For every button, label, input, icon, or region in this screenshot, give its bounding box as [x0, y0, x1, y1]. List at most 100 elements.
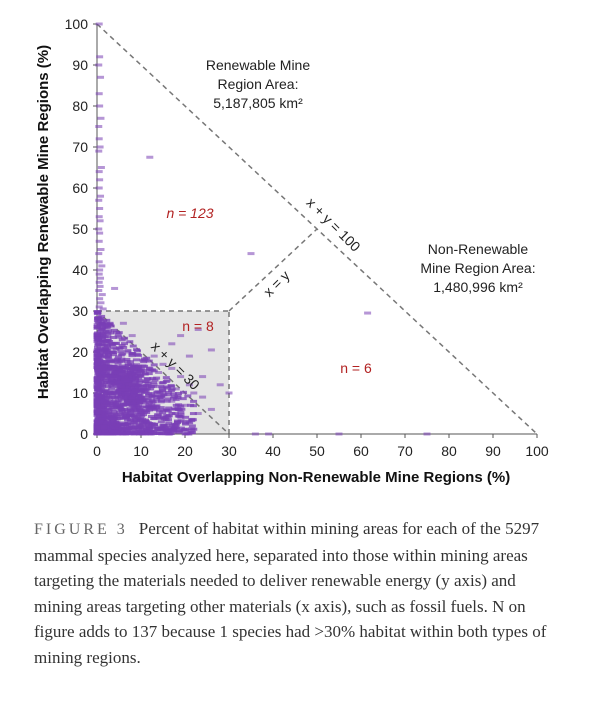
cluster-point: [120, 396, 128, 400]
cluster-point: [130, 368, 138, 372]
cluster-point: [150, 430, 158, 434]
data-point: [207, 348, 215, 352]
cluster-point: [190, 427, 198, 431]
cluster-point: [164, 393, 172, 397]
cluster-point: [93, 421, 101, 425]
y-tick-label: 40: [72, 262, 88, 278]
cluster-point: [128, 376, 136, 380]
cluster-point: [118, 338, 126, 342]
cluster-point: [177, 426, 185, 430]
cluster-point: [150, 363, 158, 367]
line-label-x-plus-y-100: x + y = 100: [303, 194, 363, 254]
data-point: [199, 395, 207, 399]
cluster-point: [124, 392, 132, 396]
line-label-x-equals-y: x = y: [260, 267, 293, 300]
cluster-point: [136, 418, 144, 422]
cluster-point: [126, 340, 134, 344]
cluster-point: [136, 408, 144, 412]
cluster-point: [113, 403, 121, 407]
cluster-point: [163, 399, 171, 403]
cluster-point: [137, 416, 145, 420]
data-point: [95, 137, 103, 141]
cluster-point: [136, 380, 144, 384]
cluster-point: [136, 411, 144, 415]
cluster-point: [101, 400, 109, 404]
cluster-point: [138, 405, 146, 409]
scatter-chart: 0 10 20 30 40 50 60 70 80 90 100 0 10 20 30 40 50 60 70 80 9…: [35, 16, 549, 486]
cluster-point: [103, 367, 111, 371]
cluster-point: [104, 329, 112, 333]
data-point: [97, 248, 105, 251]
data-point: [95, 239, 103, 243]
y-tick-label: 90: [72, 57, 88, 73]
data-point: [96, 219, 104, 223]
cluster-point: [177, 404, 185, 408]
data-point: [216, 383, 224, 387]
cluster-point: [131, 374, 139, 378]
cluster-point: [145, 393, 153, 397]
data-point: [96, 268, 104, 272]
cluster-point: [114, 395, 122, 399]
cluster-point: [99, 416, 107, 420]
cluster-point: [168, 384, 176, 388]
dense-point-cluster: [93, 310, 198, 436]
cluster-point: [113, 341, 121, 345]
cluster-point: [150, 369, 158, 373]
cluster-point: [158, 388, 166, 392]
cluster-point: [114, 333, 122, 337]
cluster-point: [125, 425, 133, 429]
cluster-point: [97, 328, 105, 332]
cluster-point: [108, 432, 116, 436]
cluster-point: [99, 326, 107, 330]
data-point: [335, 432, 343, 436]
cluster-point: [147, 423, 155, 427]
renewable-area-label-line3: 5,187,805 km²: [213, 95, 303, 111]
cluster-point: [118, 385, 126, 389]
x-tick-label: 50: [309, 443, 325, 459]
cluster-point: [105, 396, 113, 400]
data-point: [97, 194, 105, 198]
cluster-point: [160, 417, 168, 421]
cluster-point: [109, 418, 117, 422]
cluster-point: [141, 401, 149, 405]
cluster-point: [93, 376, 101, 380]
cluster-point: [93, 310, 101, 314]
cluster-point: [171, 422, 179, 426]
data-point: [150, 354, 158, 358]
cluster-point: [109, 374, 117, 378]
data-point: [96, 55, 104, 59]
cluster-point: [110, 391, 118, 395]
data-point: [177, 420, 185, 424]
cluster-point: [162, 376, 170, 380]
cluster-point: [138, 390, 146, 394]
data-point: [146, 155, 154, 159]
cluster-point: [117, 353, 125, 357]
cluster-point: [134, 372, 142, 376]
cluster-point: [99, 410, 107, 414]
x-axis-label: Habitat Overlapping Non-Renewable Mine R…: [122, 469, 510, 486]
cluster-point: [93, 358, 101, 362]
nonrenewable-area-label-line3: 1,480,996 km²: [433, 279, 523, 295]
cluster-point: [164, 397, 172, 401]
data-point: [155, 371, 163, 374]
data-point: [96, 284, 104, 288]
cluster-point: [132, 358, 140, 362]
cluster-point: [156, 395, 164, 399]
cluster-point: [107, 324, 115, 328]
cluster-point: [154, 427, 162, 431]
cluster-point: [133, 385, 141, 389]
cluster-point: [139, 387, 147, 391]
cluster-point: [134, 353, 142, 357]
data-point: [95, 227, 103, 231]
cluster-point: [141, 372, 149, 376]
cluster-point: [167, 389, 175, 393]
data-point: [95, 280, 103, 284]
cluster-point: [132, 418, 140, 422]
cluster-point: [106, 399, 114, 403]
cluster-point: [103, 318, 111, 322]
data-point: [163, 424, 171, 428]
cluster-point: [112, 383, 120, 387]
cluster-point: [151, 416, 159, 420]
data-point: [98, 293, 106, 297]
cluster-point: [95, 411, 103, 415]
